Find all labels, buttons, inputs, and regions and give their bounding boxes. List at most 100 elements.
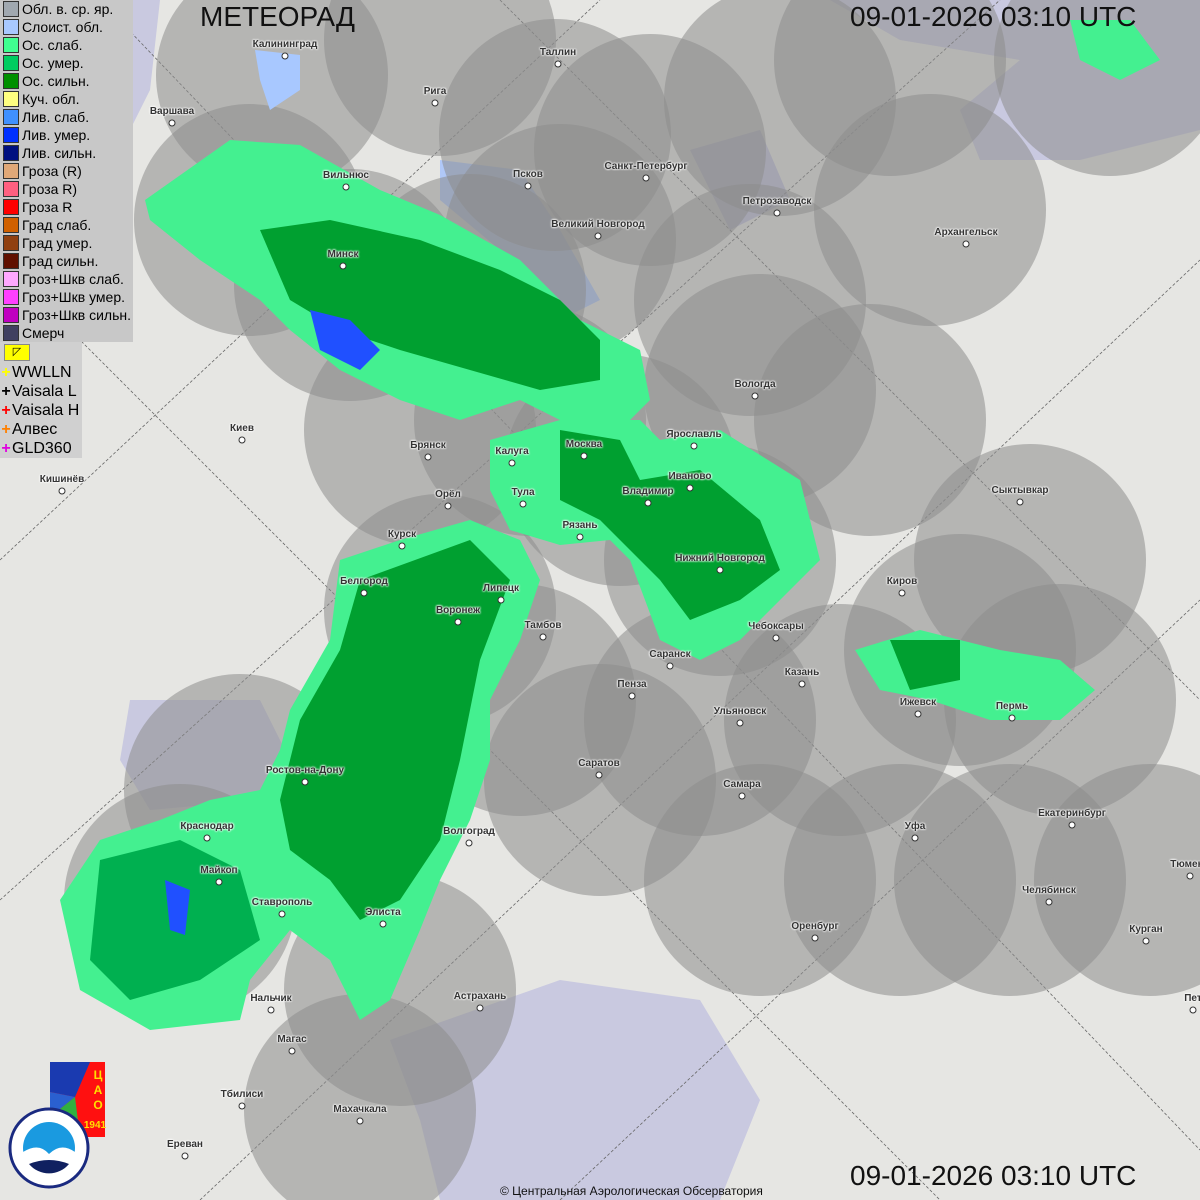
copyright: © Центральная Аэрологическая Обсерватори… — [500, 1184, 763, 1198]
legend-swatch — [3, 325, 19, 341]
legend-item: Гроз+Шкв слаб. — [0, 270, 133, 288]
lightning-label: Vaisala H — [12, 401, 80, 419]
legend-item: Ос. слаб. — [0, 36, 133, 54]
legend-label: Обл. в. ср. яр. — [22, 1, 114, 17]
lightning-label: Vaisala L — [12, 382, 77, 400]
city-label: Белгород — [340, 576, 388, 587]
city-label: Таллин — [539, 47, 577, 58]
city-marker-icon — [238, 1102, 246, 1110]
city-marker-icon — [1045, 898, 1053, 906]
lightning-source: + Vaisala H — [0, 401, 82, 420]
legend-label: Гроз+Шкв умер. — [22, 289, 126, 305]
logo-roshydromet — [8, 1107, 90, 1189]
city-label: Киев — [230, 423, 254, 434]
precipitation-area — [280, 540, 510, 920]
precipitation-area — [560, 430, 780, 620]
legend-label: Гроза (R) — [22, 163, 82, 179]
city-label: Саратов — [578, 758, 620, 769]
city-label: Саранск — [649, 649, 691, 660]
city-marker-icon — [278, 910, 286, 918]
city-label: Москва — [565, 439, 603, 450]
city-label: Воронеж — [435, 605, 481, 616]
city-label: Нижний Новгород — [675, 553, 765, 564]
city-marker-icon — [288, 1047, 296, 1055]
lightning-label: Алвес — [12, 420, 58, 438]
city-label: Ростов-на-Дону — [265, 765, 345, 776]
legend-item: Лив. слаб. — [0, 108, 133, 126]
radar-coverage-circle — [244, 994, 476, 1200]
legend-item: Гроза (R) — [0, 162, 133, 180]
precipitation-area — [310, 310, 380, 370]
radar-coverage-circle — [1034, 764, 1200, 996]
city-label: Брянск — [410, 440, 446, 451]
city-marker-icon — [736, 719, 744, 727]
radar-coverage-circle — [994, 0, 1200, 176]
legend-item: Ос. умер. — [0, 54, 133, 72]
legend-swatch — [3, 73, 19, 89]
city-label: Санкт-Петербург — [604, 161, 688, 172]
legend-swatch — [3, 235, 19, 251]
city-label: Великий Новгород — [551, 219, 645, 230]
legend-item: Гроз+Шкв сильн. — [0, 306, 133, 324]
city-marker-icon — [444, 502, 452, 510]
city-label: Нальчик — [250, 993, 292, 1004]
city-label: Тула — [511, 487, 535, 498]
city-marker-icon — [454, 618, 462, 626]
legend-swatch — [3, 163, 19, 179]
legend-label: Град сильн. — [22, 253, 99, 269]
city-label: Псков — [513, 169, 543, 180]
city-label: Чебоксары — [748, 621, 804, 632]
datetime-top: 09-01-2026 03:10 UTC — [850, 1, 1137, 32]
legend-swatch — [3, 271, 19, 287]
legend-item: Куч. обл. — [0, 90, 133, 108]
city-marker-icon — [595, 771, 603, 779]
city-marker-icon — [519, 500, 527, 508]
city-marker-icon — [360, 589, 368, 597]
city-label: Владимир — [622, 486, 674, 497]
city-marker-icon — [339, 262, 347, 270]
svg-text:А: А — [94, 1083, 103, 1097]
city-marker-icon — [1189, 1006, 1197, 1014]
legend-swatch — [3, 199, 19, 215]
flag-corner-icon[interactable]: ◸ — [4, 344, 30, 361]
legend-swatch — [3, 1, 19, 17]
city-marker-icon — [431, 99, 439, 107]
legend-label: Ос. сильн. — [22, 73, 90, 89]
legend-item: Обл. в. ср. яр. — [0, 0, 133, 18]
city-marker-icon — [751, 392, 759, 400]
city-marker-icon — [342, 183, 350, 191]
legend-label: Гроз+Шкв слаб. — [22, 271, 124, 287]
radar-coverage-circle — [914, 444, 1146, 676]
legend-label: Град слаб. — [22, 217, 92, 233]
city-marker-icon — [772, 634, 780, 642]
city-marker-icon — [962, 240, 970, 248]
city-label: Ижевск — [899, 697, 937, 708]
city-marker-icon — [644, 499, 652, 507]
radar-coverage-circle — [754, 304, 986, 536]
cross-icon: + — [1, 439, 11, 457]
city-marker-icon — [628, 692, 636, 700]
city-label: Петрозаводск — [742, 196, 812, 207]
city-label: Рига — [423, 86, 447, 97]
city-label: Пермь — [995, 701, 1029, 712]
legend-swatch — [3, 37, 19, 53]
legend-swatch — [3, 55, 19, 71]
city-marker-icon — [508, 459, 516, 467]
legend-item: Лив. сильн. — [0, 144, 133, 162]
city-marker-icon — [476, 1004, 484, 1012]
city-marker-icon — [811, 934, 819, 942]
legend-swatch — [3, 109, 19, 125]
city-marker-icon — [914, 710, 922, 718]
city-marker-icon — [580, 452, 588, 460]
city-marker-icon — [58, 487, 66, 495]
cross-icon: + — [1, 363, 11, 381]
legend-item: Гроза R) — [0, 180, 133, 198]
legend-swatch — [3, 307, 19, 323]
radar-coverage-circle — [814, 94, 1046, 326]
city-label: Вильнюс — [323, 170, 369, 181]
city-marker-icon — [1068, 821, 1076, 829]
city-label: Астрахань — [453, 991, 507, 1002]
city-label: Сыктывкар — [991, 485, 1049, 496]
legend-swatch — [3, 217, 19, 233]
